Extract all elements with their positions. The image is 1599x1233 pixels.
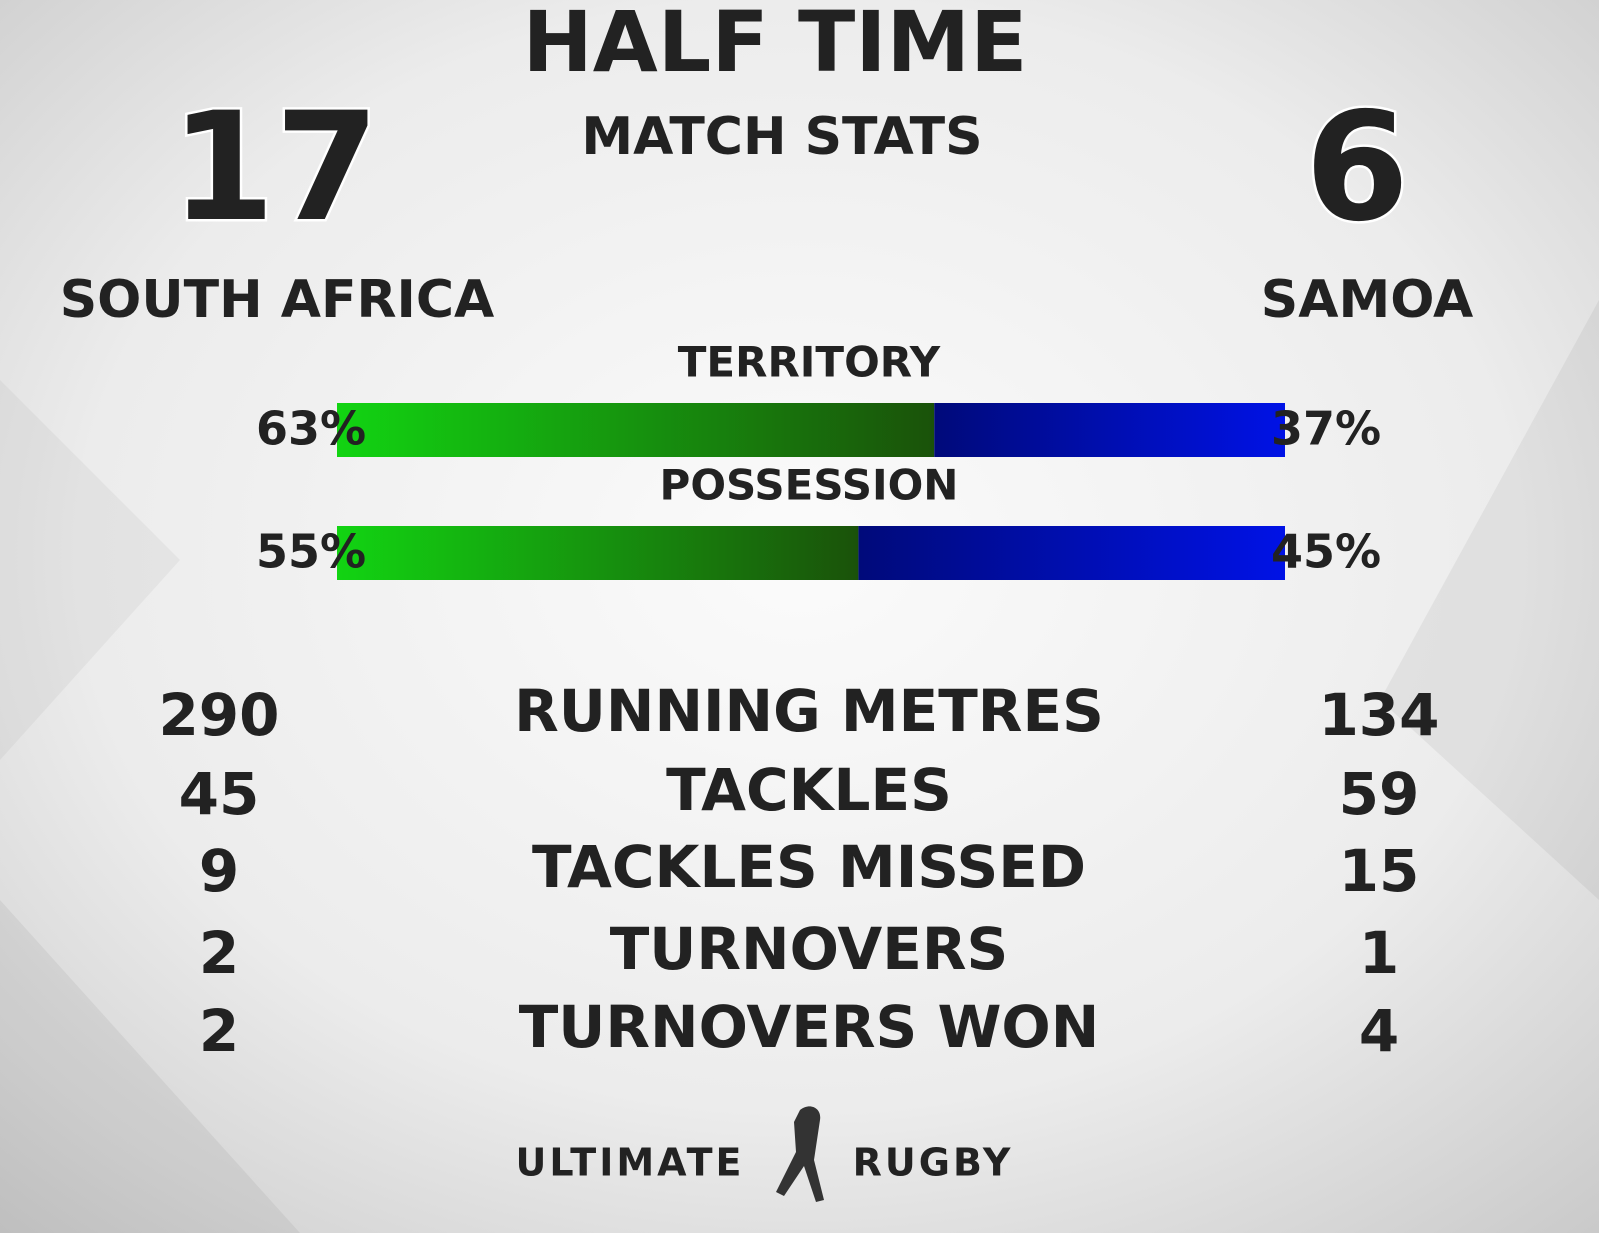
stat-value: 134 — [1318, 681, 1439, 749]
logo-text: RUGBY — [853, 1141, 1014, 1185]
team-name: SAMOA — [1261, 270, 1474, 330]
percent-label: 37% — [1271, 402, 1381, 456]
bar-label: TERRITORY — [678, 338, 941, 387]
stat-value: 1 — [1359, 919, 1399, 987]
logo-figure — [776, 1106, 824, 1202]
stat-value: 4 — [1359, 997, 1399, 1065]
stat-label: TACKLES MISSED — [532, 833, 1086, 901]
bar-left — [337, 403, 935, 457]
stat-label: TURNOVERS — [610, 915, 1009, 983]
score: 17 — [171, 81, 380, 255]
bg-shape — [0, 380, 180, 760]
stat-value: 59 — [1339, 760, 1420, 828]
logo-text: ULTIMATE — [516, 1141, 745, 1185]
stat-label: TURNOVERS WON — [519, 993, 1100, 1061]
logo: ULTIMATE RUGBY — [516, 1106, 1014, 1202]
percent-label: 45% — [1271, 525, 1381, 579]
bar-label: POSSESSION — [660, 461, 959, 510]
stat-value: 2 — [199, 997, 239, 1065]
score: 6 — [1305, 81, 1409, 255]
team-name: SOUTH AFRICA — [60, 270, 495, 330]
bg-shape — [1380, 300, 1599, 900]
bar-right — [858, 526, 1285, 580]
stat-value: 45 — [179, 760, 260, 828]
stat-value: 9 — [199, 837, 239, 905]
percent-label: 63% — [256, 402, 366, 456]
stat-label: RUNNING METRES — [514, 677, 1104, 745]
stat-value: 2 — [199, 919, 239, 987]
stat-label: TACKLES — [666, 756, 952, 824]
stat-value: 15 — [1339, 837, 1420, 905]
percent-label: 55% — [256, 525, 366, 579]
bar-left — [337, 526, 859, 580]
bar-right — [934, 403, 1285, 457]
bg-shape — [0, 900, 300, 1233]
title: HALF TIME — [523, 0, 1028, 91]
subtitle: MATCH STATS — [581, 107, 982, 167]
stat-value: 290 — [158, 681, 279, 749]
